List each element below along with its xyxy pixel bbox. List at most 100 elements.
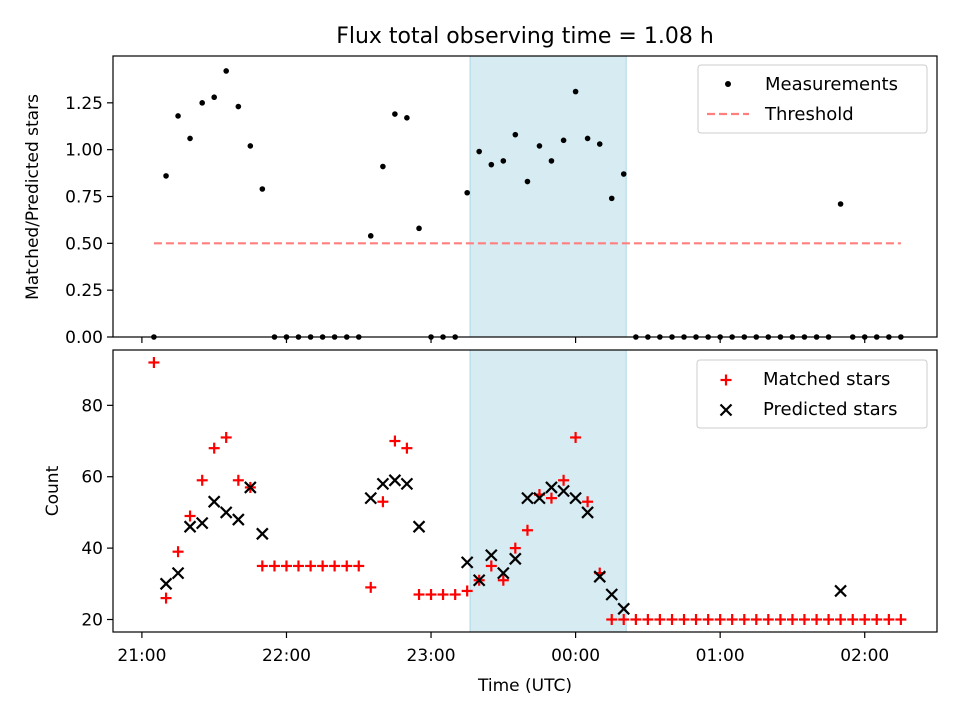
measurement-point [524, 178, 531, 185]
measurement-point [488, 161, 495, 168]
measurement-point [476, 148, 482, 155]
measurement-point [404, 115, 410, 121]
matched-star-marker [220, 431, 232, 443]
matched-star-marker [545, 492, 557, 504]
predicted-star-marker [521, 491, 534, 505]
legend-measurements-marker [725, 81, 731, 87]
measurement-point [548, 158, 555, 164]
x-tick-label: 23:00 [407, 646, 456, 666]
measurement-point [536, 143, 543, 149]
predicted-star-marker [195, 516, 209, 530]
matched-star-marker [317, 560, 329, 572]
measurement-point [584, 135, 591, 142]
cross-stroke [364, 491, 378, 505]
y-tick-label: 60 [81, 468, 103, 488]
matched-star-marker [461, 585, 473, 597]
bottom-legend: Matched stars Predicted stars [696, 359, 928, 429]
y-tick-label: 0.50 [65, 234, 103, 254]
cross-stroke [219, 506, 233, 519]
legend-threshold-label: Threshold [764, 104, 854, 125]
measurement-point [464, 189, 470, 196]
matched-star-marker [811, 614, 823, 626]
cross-stroke [545, 481, 558, 494]
matched-star-marker [449, 589, 461, 601]
bottom-y-axis-label: Count [43, 465, 63, 516]
matched-star-marker [401, 442, 413, 454]
matched-star-marker [437, 589, 449, 601]
matched-star-marker [485, 560, 497, 572]
cross-stroke [388, 474, 402, 487]
matched-star-marker [702, 614, 714, 626]
matched-star-marker [521, 524, 533, 536]
matched-star-marker [353, 560, 365, 572]
matched-star-marker [425, 589, 437, 601]
matched-star-marker [738, 614, 750, 626]
matched-star-marker [835, 614, 847, 626]
cross-stroke [557, 484, 570, 498]
measurement-point [837, 201, 844, 207]
matched-star-marker [859, 614, 871, 626]
top-highlight-span [469, 55, 627, 338]
top-y-axis-label: Matched/Predicted stars [23, 94, 43, 300]
matched-star-marker [160, 592, 172, 604]
predicted-star-marker [207, 495, 221, 508]
measurement-point [211, 94, 217, 101]
cross-stroke [244, 481, 257, 494]
measurement-point [500, 158, 507, 164]
matched-star-marker [292, 560, 304, 572]
matched-star-marker [714, 614, 726, 626]
measurement-point [247, 143, 254, 149]
cross-stroke [207, 495, 221, 508]
matched-star-marker [389, 435, 401, 447]
matched-star-marker [497, 574, 509, 586]
predicted-star-marker [171, 566, 185, 580]
x-tick-label: 01:00 [696, 646, 745, 666]
x-axis-label: Time (UTC) [477, 676, 572, 696]
cross-stroke [593, 570, 607, 583]
top-legend-box [697, 64, 928, 134]
predicted-star-marker [244, 481, 257, 494]
top-panel: 0.00 0.25 0.50 0.75 1.00 1.25 Matched/Predict… [23, 55, 938, 348]
cross-stroke [485, 548, 498, 562]
measurement-point [235, 103, 242, 110]
matched-star-marker [654, 614, 666, 626]
measurement-point [187, 135, 193, 142]
cross-stroke [719, 403, 733, 417]
legend-predicted-label: Predicted stars [763, 399, 897, 420]
matched-star-marker [172, 546, 184, 558]
measurement-point [620, 171, 627, 177]
predicted-star-marker [509, 552, 522, 566]
matched-star-marker [184, 510, 196, 522]
matched-star-marker [256, 560, 268, 572]
predicted-star-marker [557, 484, 570, 498]
y-tick-label: 40 [81, 539, 103, 559]
y-tick-label: 80 [81, 396, 103, 416]
legend-measurements-label: Measurements [765, 74, 898, 95]
y-tick-label: 0.75 [65, 188, 103, 208]
measurement-point [175, 113, 181, 119]
legend-matched-label: Matched stars [763, 369, 890, 390]
cross-stroke [256, 527, 269, 541]
x-tick-label: 02:00 [840, 646, 889, 666]
measurement-point [608, 195, 615, 202]
matched-star-marker [208, 442, 220, 454]
measurement-point [416, 225, 422, 232]
top-legend: Measurements Threshold [697, 64, 928, 134]
matched-star-marker [280, 560, 292, 572]
matched-star-marker [762, 614, 774, 626]
matched-star-marker [305, 560, 317, 572]
cross-stroke [195, 516, 209, 530]
y-tick-label: 1.25 [65, 94, 103, 114]
predicted-star-marker [545, 481, 558, 494]
y-tick-label: 1.00 [65, 141, 103, 161]
matched-star-marker [678, 614, 690, 626]
cross-stroke [472, 573, 486, 587]
legend-matched-marker [720, 374, 732, 386]
cross-stroke [232, 513, 245, 526]
cross-stroke [569, 491, 582, 505]
measurement-point [163, 173, 169, 179]
measurement-point [596, 141, 603, 147]
matched-star-marker [329, 560, 341, 572]
cross-stroke [376, 477, 390, 491]
